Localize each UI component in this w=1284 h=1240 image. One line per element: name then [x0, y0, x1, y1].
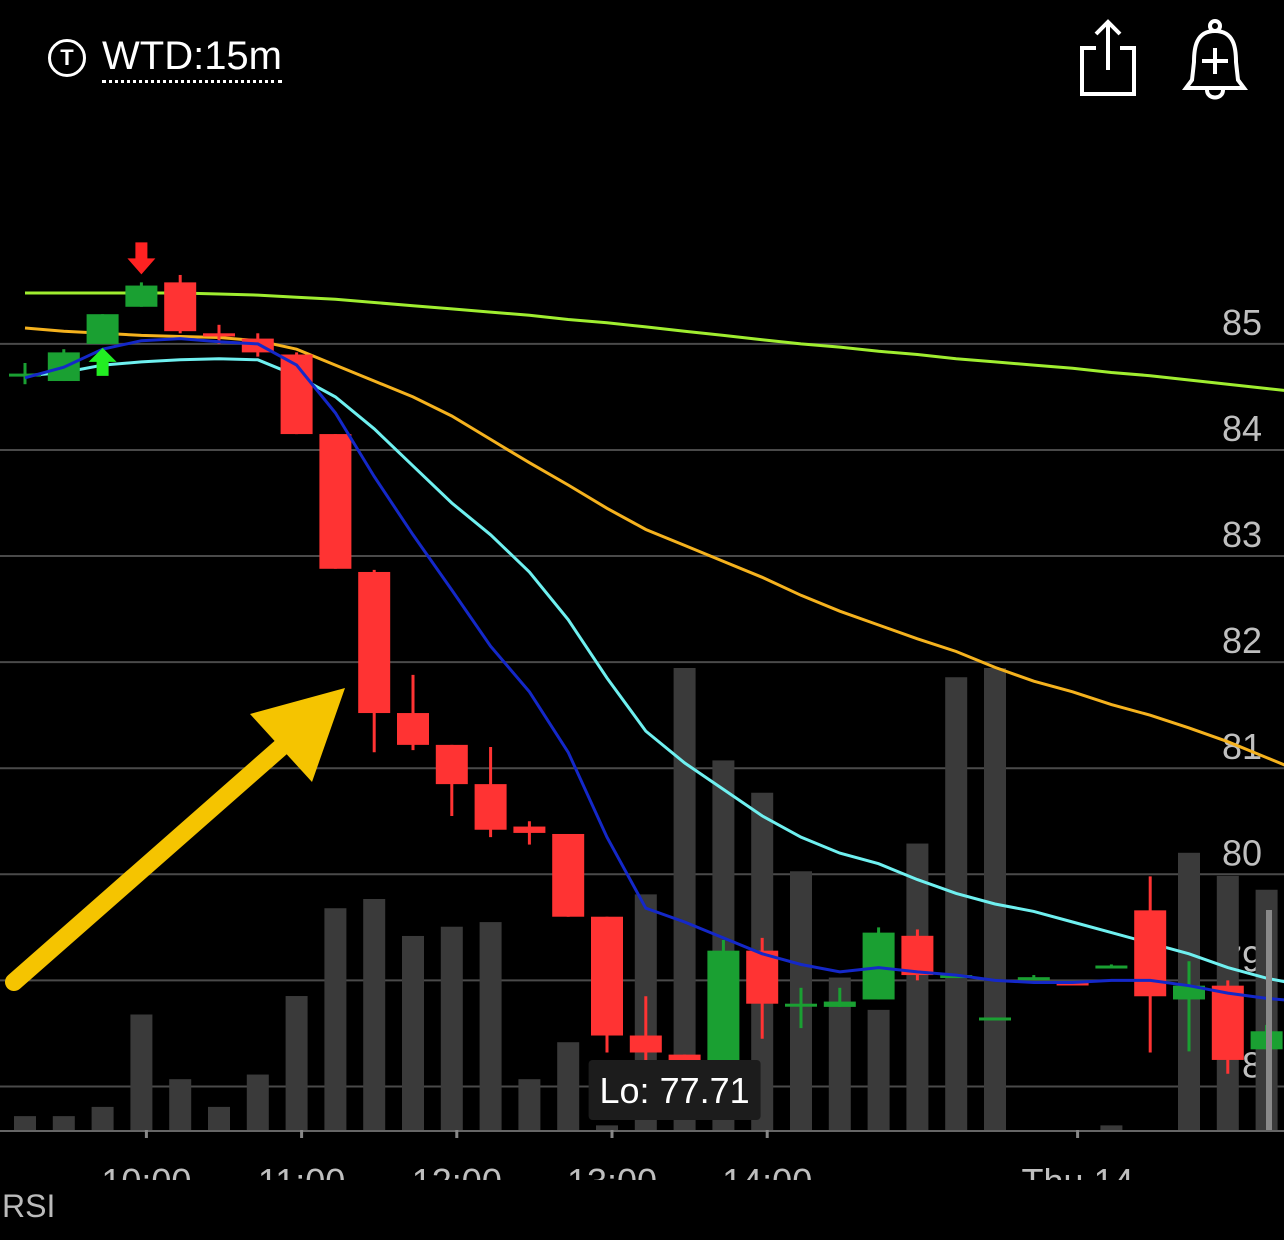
volume-bar [324, 908, 347, 1130]
candle-body [552, 833, 585, 917]
candle-body [474, 784, 507, 830]
candle-body [1211, 985, 1244, 1060]
candle-body [591, 916, 623, 1036]
candle-body [629, 1035, 662, 1053]
candle-body [358, 571, 391, 714]
candle-body [1173, 985, 1205, 1000]
ma-slow-line [24, 326, 1284, 767]
volume-bar [14, 1116, 36, 1130]
x-tick-label: 12:00 [412, 1161, 502, 1180]
volume-bar [557, 1042, 580, 1130]
volume-bar [285, 996, 308, 1130]
candle-body [435, 744, 468, 785]
candle-body [901, 935, 934, 976]
timeframe-t-icon: T [48, 39, 86, 77]
ma-long-line [25, 291, 1284, 392]
candle-body [125, 285, 158, 307]
x-tick-label: 13:00 [567, 1161, 657, 1180]
volume-bar [479, 922, 502, 1130]
candle-body [746, 950, 779, 1004]
candle-body [1095, 965, 1128, 969]
low-price-label: Lo: 77.71 [600, 1070, 750, 1111]
candle-body [86, 314, 119, 344]
share-icon [1080, 19, 1136, 96]
symbol-selector[interactable]: T WTD:15m [48, 30, 282, 86]
volume-bar [518, 1079, 541, 1130]
volume-bar [673, 668, 696, 1130]
rsi-panel-label[interactable]: RSI [2, 1188, 56, 1224]
buy-signal-arrow [88, 347, 117, 376]
volume-bar [208, 1106, 230, 1130]
volume-bar [596, 1125, 618, 1130]
symbol-label: WTD:15m [102, 34, 282, 83]
annotation-arrow-head [250, 688, 345, 782]
candle-body [9, 373, 41, 377]
x-tick-label: 14:00 [722, 1161, 812, 1180]
volume-bar [440, 926, 463, 1130]
candle-body [203, 333, 235, 337]
candle-body [862, 932, 895, 1000]
ma-mid-line [24, 357, 1284, 984]
y-tick-label: 84 [1222, 408, 1262, 449]
price-chart[interactable]: 787980818283848510:0011:0012:0013:0014:0… [0, 110, 1284, 1180]
volume-bar [52, 1116, 75, 1130]
low-label-box [588, 1060, 761, 1120]
bell-plus-icon [1182, 19, 1248, 100]
ma-fast-line [24, 337, 1284, 1002]
add-alert-button[interactable] [1180, 18, 1250, 104]
scroll-indicator [1266, 910, 1272, 1130]
y-tick-label: 80 [1222, 832, 1262, 873]
candle-body [164, 282, 197, 332]
x-tick-label: 11:00 [258, 1161, 345, 1180]
volume-bar [169, 1079, 192, 1130]
candle-body [513, 826, 546, 833]
volume-bar [402, 935, 424, 1130]
candle-body [1017, 977, 1050, 981]
chart-header: T WTD:15m [0, 0, 1284, 110]
x-tick-label: 10:00 [101, 1161, 191, 1180]
y-tick-label: 82 [1222, 620, 1262, 661]
candle-body [785, 1003, 817, 1007]
candle-body [397, 713, 429, 745]
sell-signal-arrow [127, 242, 156, 275]
x-tick-label: Thu 14 [1022, 1161, 1134, 1180]
volume-bar [91, 1106, 114, 1130]
volume-bar [867, 1009, 890, 1130]
volume-bar [246, 1074, 269, 1130]
volume-bar [984, 668, 1006, 1130]
volume-bar [363, 899, 386, 1130]
candle-body [319, 434, 352, 569]
volume-bar [1100, 1125, 1123, 1130]
y-tick-label: 83 [1222, 514, 1262, 555]
volume-bar [945, 677, 968, 1130]
candle-body [823, 1001, 856, 1007]
volume-bar [130, 1014, 153, 1130]
volume-bar [828, 977, 851, 1130]
candle-body [979, 1017, 1011, 1021]
candle-body [280, 354, 313, 435]
y-tick-label: 85 [1222, 302, 1262, 343]
volume-bar [906, 843, 929, 1130]
share-button[interactable] [1076, 18, 1146, 104]
annotation-arrow-shaft [5, 726, 304, 991]
